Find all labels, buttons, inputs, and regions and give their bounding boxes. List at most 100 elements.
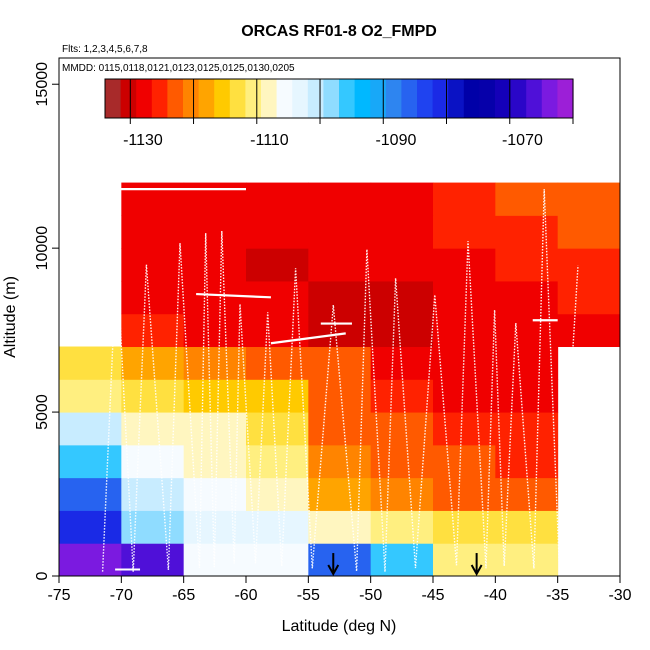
heatmap-cell [557,248,620,282]
heatmap-cell [121,543,185,576]
heatmap-cell [495,477,559,511]
heatmap-cell [495,379,559,413]
heatmap-cell [370,543,434,576]
heatmap-cell [183,280,247,315]
heatmap-cell [183,543,247,576]
heatmap-cell [557,280,620,315]
heatmap-cell [308,182,372,216]
heatmap-cell [246,412,309,446]
y-axis-label: Altitude (m) [2,276,19,358]
heatmap-cell [59,510,122,544]
colorbar-swatch [385,79,402,118]
heatmap-cell [246,444,309,479]
heatmap-cell [433,510,496,544]
colorbar-swatch [417,79,434,118]
colorbar-swatch [276,79,293,118]
flight-tracks [101,188,579,572]
colorbar-swatch [510,79,527,118]
x-tick-label: -65 [172,587,195,604]
colorbar-swatch [323,79,340,118]
colorbar-swatch [354,79,371,118]
colorbar-swatch [479,79,496,118]
heatmap-cell [495,182,559,216]
heatmap-cell [495,313,559,348]
arrow-head [470,564,483,577]
y-tick-label: 5000 [34,394,51,430]
heatmap-cells [59,182,620,576]
heatmap-cell [308,444,372,479]
x-tick-label: -35 [546,587,569,604]
heatmap-cell [246,346,309,380]
heatmap-cell [495,248,559,282]
colorbar-swatch [105,79,122,118]
heatmap-cell [433,182,496,216]
heatmap-cell [433,280,496,315]
flight-track-profiles [101,189,579,572]
heatmap-cell [183,182,247,216]
x-tick-label: -70 [110,587,133,604]
x-axis-label: Latitude (deg N) [282,618,397,635]
heatmap-cell [183,248,247,282]
heatmap-cell [495,543,559,576]
y-tick-label: 10000 [34,226,51,271]
heatmap-cell [370,477,434,511]
x-tick-label: -30 [608,587,631,604]
colorbar-swatch [245,79,262,118]
x-tick-label: -40 [484,587,507,604]
heatmap-cell [370,313,434,348]
heatmap-cell [370,444,434,479]
heatmap-cell [433,477,496,511]
colorbar-swatch [463,79,480,118]
colorbar-swatch [541,79,558,118]
heatmap-cell [433,444,496,479]
colorbar-swatch [198,79,215,118]
x-axis: -75 -70 -65 -60 -55 -50 -45 -40 -35 -30 [47,576,632,604]
heatmap-cell [121,215,185,249]
colorbar-swatch [214,79,231,118]
heatmap-cell [557,313,620,348]
arrows [327,553,483,577]
colorbar-swatch [292,79,309,118]
heatmap-cell [308,248,372,282]
heatmap-cell [183,477,247,511]
colorbar [104,78,574,119]
x-tick-label: -45 [421,587,444,604]
heatmap-cell [121,477,185,511]
flights-subtitle: Flts: 1,2,3,4,5,6,7,8 [62,44,148,55]
x-tick-label: -50 [359,587,382,604]
heatmap-cell [495,510,559,544]
heatmap-cell [183,215,247,249]
heatmap-cell [59,412,122,446]
heatmap-cell [308,543,372,576]
heatmap-cell [183,510,247,544]
heatmap-cell [495,280,559,315]
colorbar-swatch [448,79,465,118]
heatmap-cell [557,215,620,249]
heatmap-cell [495,444,559,479]
heatmap-cell [183,379,247,413]
colorbar-swatch [526,79,543,118]
heatmap-cell [370,510,434,544]
colorbar-tick-label: -1090 [375,132,416,149]
colorbar-swatch [136,79,153,118]
heatmap-cell [308,510,372,544]
heatmap-cell [495,215,559,249]
heatmap-cell [370,215,434,249]
heatmap-cell [121,248,185,282]
colorbar-tick-label: -1070 [502,132,543,149]
colorbar-swatch [229,79,246,118]
dates-subtitle: MMDD: 0115,0118,0121,0123,0125,0125,0130… [62,63,295,74]
colorbar-swatch [432,79,449,118]
x-tick-label: -75 [47,587,70,604]
heatmap-cell [370,280,434,315]
flight-level-leg [270,332,346,345]
heatmap-cell [308,313,372,348]
heatmap-cell [370,248,434,282]
heatmap-cell [59,379,122,413]
heatmap-cell [433,248,496,282]
heatmap-cell [433,412,496,446]
x-tick-label: -55 [297,587,320,604]
heatmap-cell [308,280,372,315]
colorbar-swatch [557,79,574,118]
